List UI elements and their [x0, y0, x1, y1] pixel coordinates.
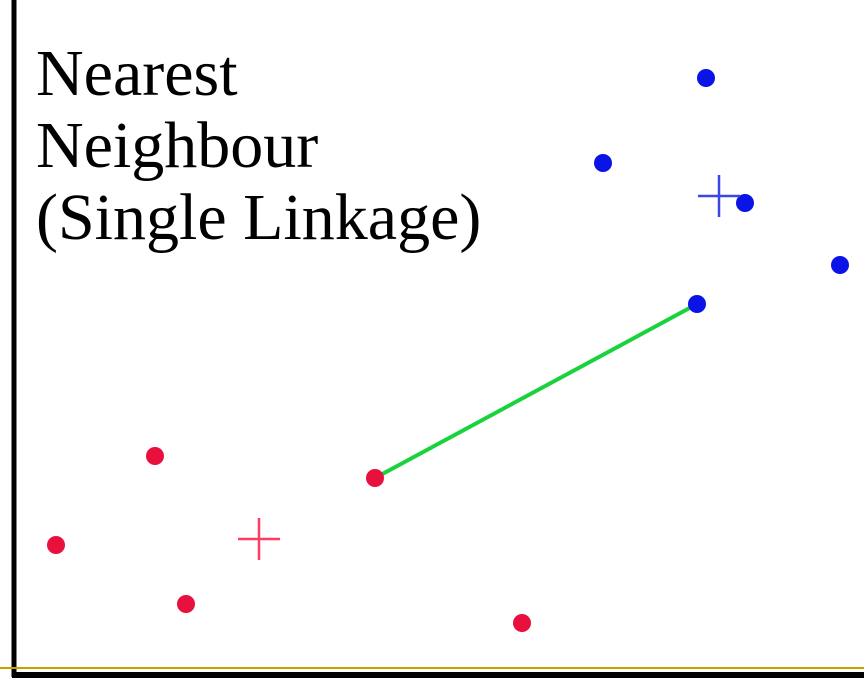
points-layer — [47, 69, 849, 632]
single-linkage-line — [374, 302, 698, 480]
title-line-1: Nearest — [36, 37, 238, 110]
red-cluster-point-5 — [513, 614, 531, 632]
linkage-layer — [374, 302, 698, 480]
title-line-3: (Single Linkage) — [36, 181, 482, 254]
red-cluster-point-3 — [177, 595, 195, 613]
red-cluster-point-2 — [47, 536, 65, 554]
blue-cluster-point-4 — [831, 256, 849, 274]
title-line-2: Neighbour — [36, 109, 319, 182]
red-cluster-point-4 — [366, 469, 384, 487]
blue-cluster-point-2 — [594, 154, 612, 172]
blue-cluster-point-3 — [736, 194, 754, 212]
red-cluster-point-1 — [146, 447, 164, 465]
blue-cluster-point-1 — [697, 69, 715, 87]
red-cluster-centroid — [238, 518, 280, 560]
diagram-title: Nearest Neighbour (Single Linkage) — [36, 38, 481, 254]
blue-cluster-point-5 — [688, 295, 706, 313]
blue-cluster-centroid — [698, 175, 740, 217]
